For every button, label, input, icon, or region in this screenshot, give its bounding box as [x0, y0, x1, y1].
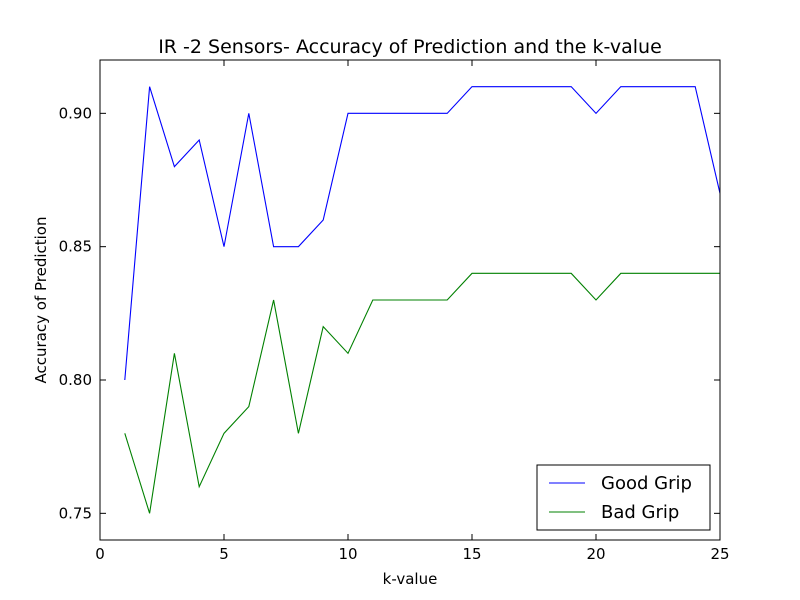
legend-item: Good Grip [549, 473, 692, 494]
series-line-bad-grip [124, 272, 720, 514]
x-tick-label: 25 [710, 545, 729, 563]
series-layer [124, 86, 721, 514]
legend: Good Grip Bad Grip [536, 464, 711, 531]
chart-title: IR -2 Sensors- Accuracy of Prediction an… [158, 36, 662, 58]
series-0 [124, 86, 721, 381]
x-tick-label: 10 [338, 545, 357, 563]
legend-label: Bad Grip [601, 502, 679, 523]
x-axis-ticks: 0 5 10 15 20 25 [95, 60, 730, 563]
y-tick-label: 0.75 [59, 504, 92, 522]
series-line-good-grip [124, 86, 721, 381]
x-tick-label: 5 [219, 545, 229, 563]
legend-box [536, 464, 711, 531]
y-tick-label: 0.85 [59, 238, 92, 256]
legend-item: Bad Grip [549, 502, 679, 523]
series-1 [124, 272, 720, 514]
x-tick-label: 20 [586, 545, 605, 563]
legend-label: Good Grip [601, 473, 692, 494]
plot-area: 0 5 10 15 20 25 0.75 0.80 0.85 0.90 [59, 59, 730, 563]
x-tick-label: 0 [95, 545, 105, 563]
y-axis-label: Accuracy of Prediction [32, 217, 50, 384]
y-axis-ticks: 0.75 0.80 0.85 0.90 [59, 104, 720, 522]
y-tick-label: 0.90 [59, 104, 92, 122]
x-tick-label: 15 [462, 545, 481, 563]
x-axis-label: k-value [383, 570, 438, 588]
plot-frame [99, 59, 721, 541]
y-tick-label: 0.80 [59, 371, 92, 389]
